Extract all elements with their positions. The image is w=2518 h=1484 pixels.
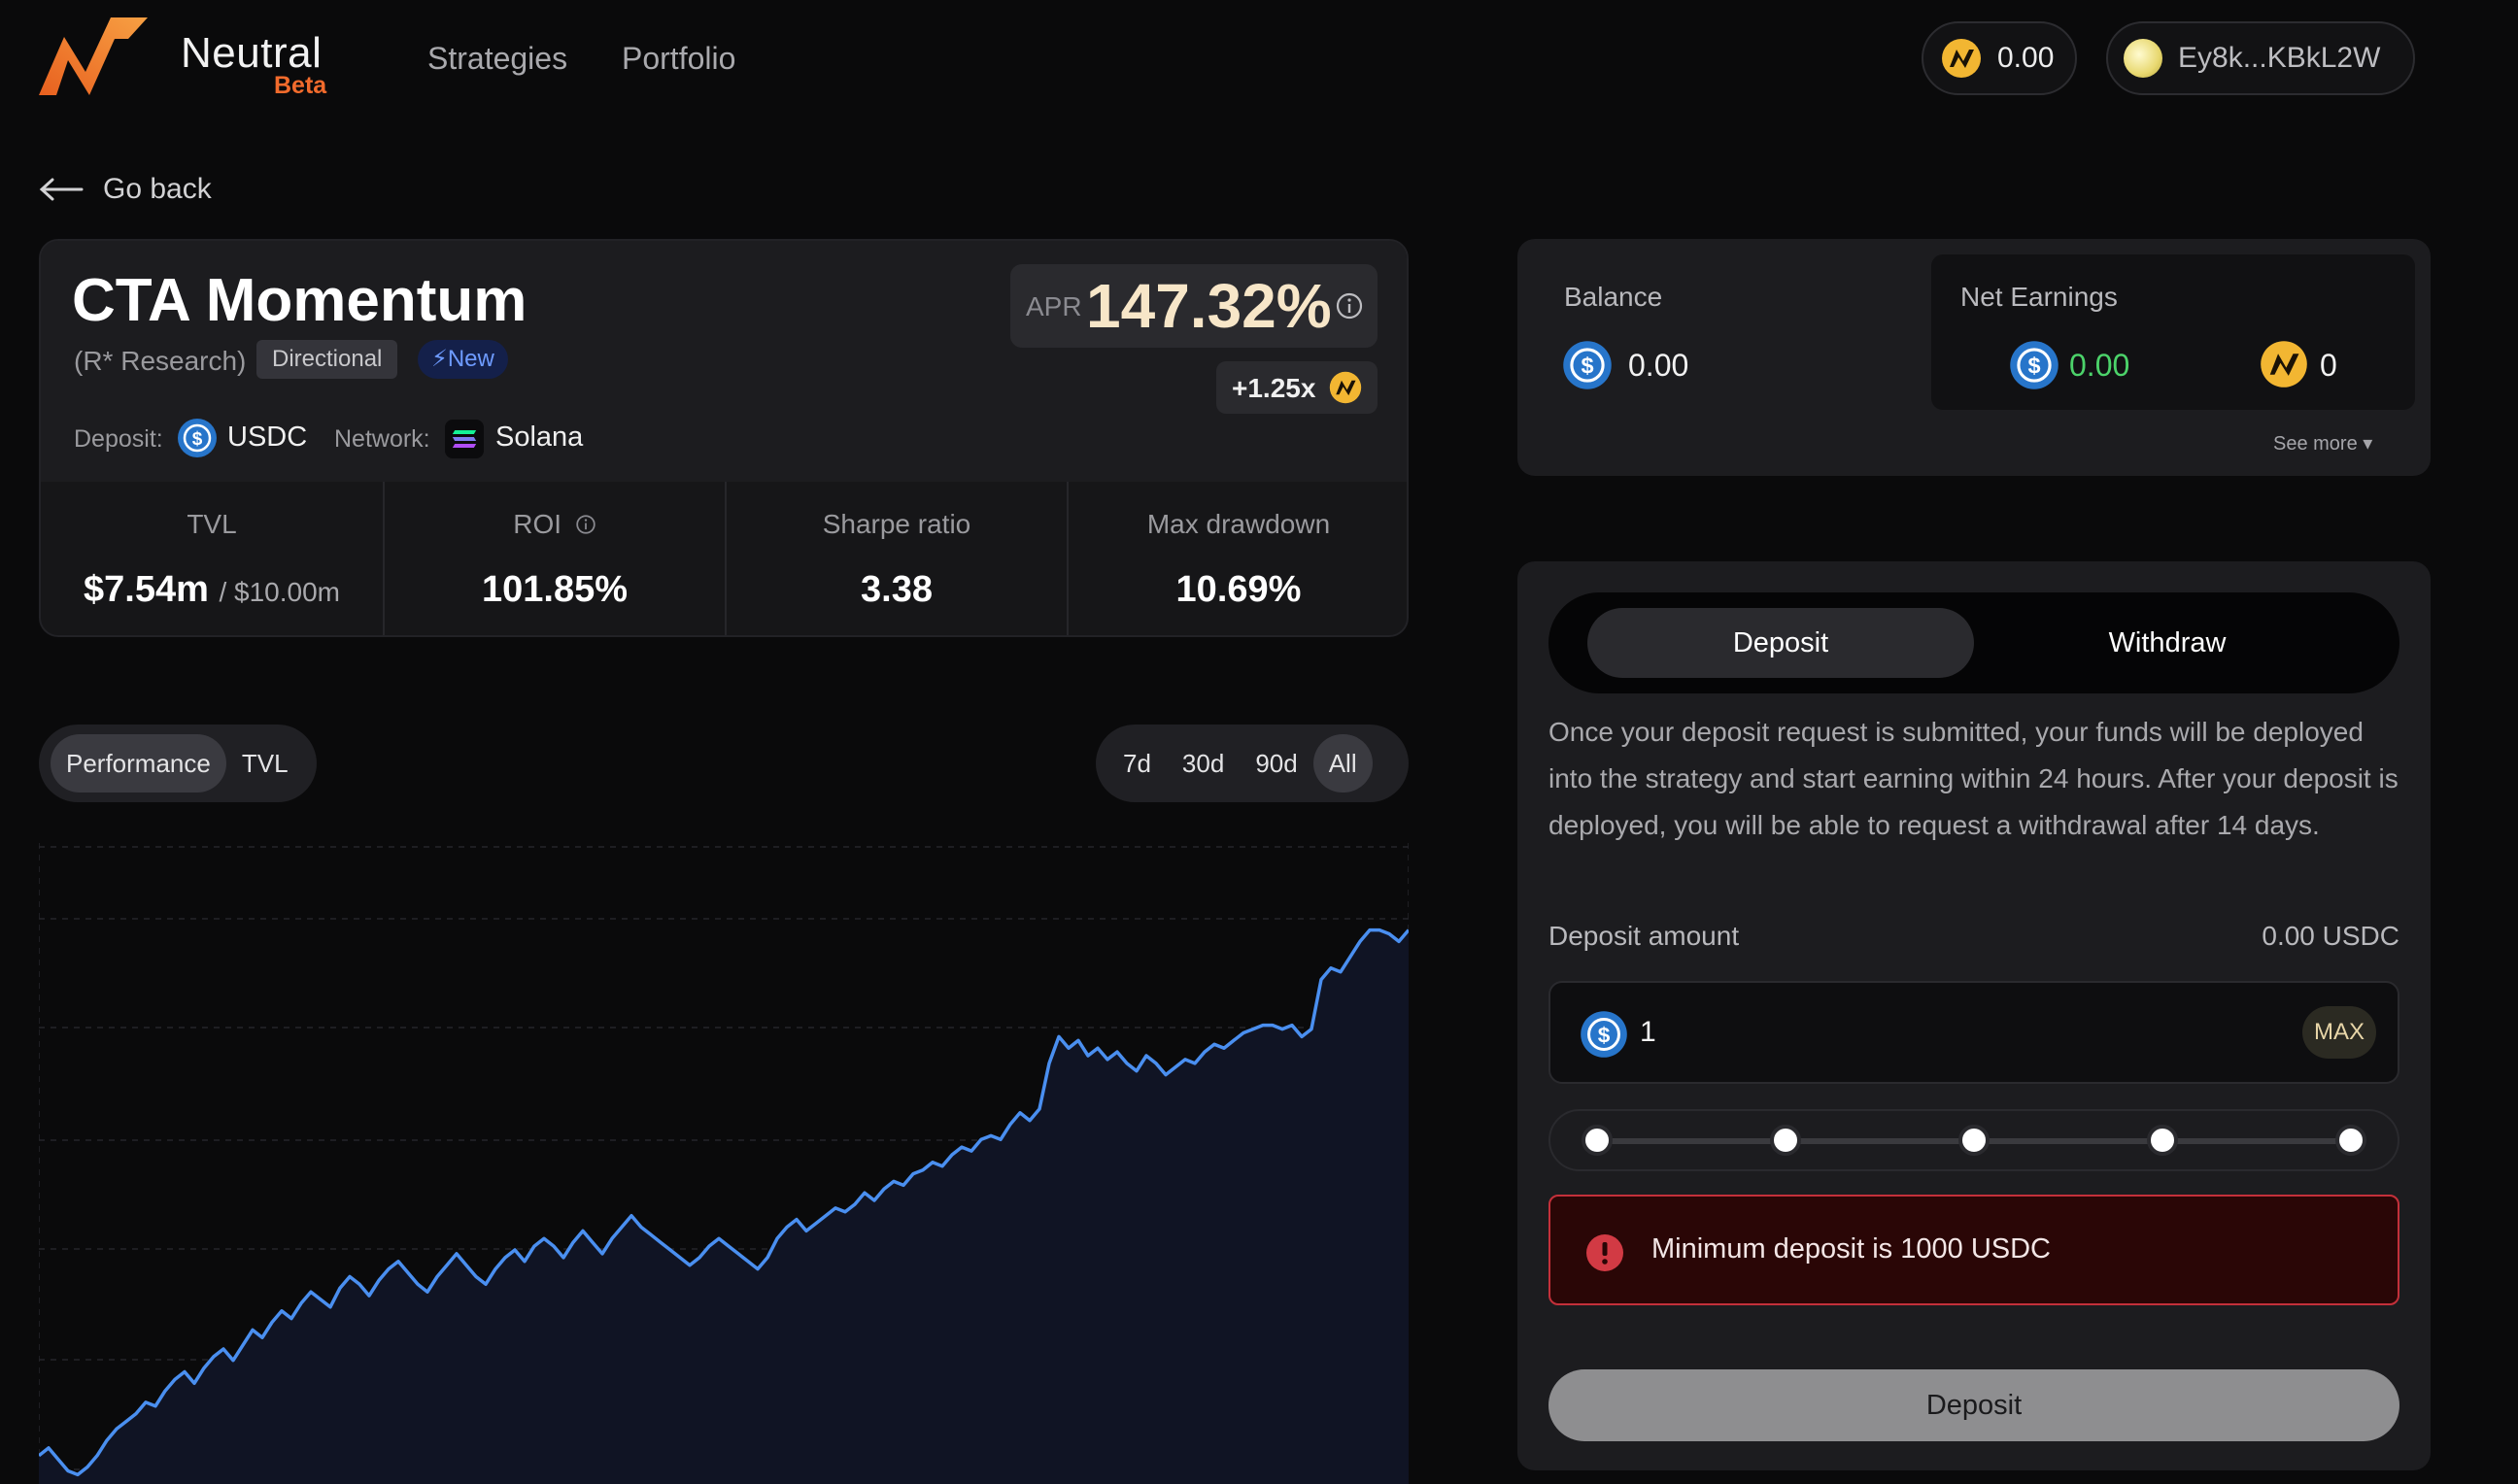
range-90d[interactable]: 90d [1255, 748, 1298, 778]
wallet-address: Ey8k...KBkL2W [2178, 42, 2381, 74]
tag-directional: Directional [256, 340, 398, 379]
tab-performance[interactable]: Performance [51, 734, 226, 793]
range-7d[interactable]: 7d [1123, 748, 1151, 778]
usdc-icon: $ [2010, 341, 2059, 389]
svg-text:$: $ [2027, 354, 2040, 379]
performance-area [39, 929, 1409, 1484]
alert-icon [1586, 1234, 1623, 1271]
nav-portfolio[interactable]: Portfolio [622, 41, 736, 76]
stat-roi-value: 101.85% [481, 569, 628, 610]
strategy-card: CTA Momentum (R* Research) Directional ⚡… [39, 239, 1409, 637]
deposit-submit-button[interactable]: Deposit [1548, 1369, 2399, 1441]
stat-divider [383, 482, 385, 635]
range-30d[interactable]: 30d [1181, 748, 1225, 778]
slider-step-0[interactable] [1582, 1125, 1613, 1156]
wallet-button[interactable]: Ey8k...KBkL2W [2106, 21, 2415, 95]
solana-icon [445, 420, 484, 458]
range-toggle: 7d 30d 90d All [1096, 725, 1409, 802]
stat-divider [725, 482, 727, 635]
slider-step-50[interactable] [1958, 1125, 1990, 1156]
range-all[interactable]: All [1312, 734, 1373, 793]
slider-step-25[interactable] [1770, 1125, 1801, 1156]
brand-name: Neutral [181, 29, 323, 77]
stat-roi-label-row: ROI [385, 509, 725, 540]
deposit-withdraw-tabs: Deposit Withdraw [1548, 592, 2399, 693]
svg-text:$: $ [1581, 354, 1593, 379]
stat-drawdown: Max drawdown 10.69% [1069, 482, 1407, 635]
network-label: Network: [334, 425, 430, 453]
wallet-avatar [2124, 39, 2162, 78]
usdc-icon: $ [178, 419, 217, 457]
stat-tvl-label: TVL [187, 509, 237, 539]
available-balance: 0.00 USDC [2262, 921, 2399, 951]
usdc-icon: $ [1563, 341, 1612, 389]
tab-withdraw[interactable]: Withdraw [2108, 626, 2227, 658]
tag-new: ⚡New [418, 340, 508, 379]
arrow-left-icon [39, 178, 84, 201]
neutral-points-icon [2261, 341, 2307, 388]
neutral-points-icon [1329, 371, 1362, 404]
svg-text:$: $ [192, 429, 203, 450]
net-earnings-points: 0 [2320, 348, 2337, 383]
deposit-asset: USDC [227, 422, 308, 453]
neutral-logo-icon[interactable] [39, 17, 148, 99]
go-back-link[interactable]: Go back [39, 173, 212, 206]
points-balance: 0.00 [1997, 42, 2055, 74]
deposit-amount-label: Deposit amount [1548, 921, 1740, 951]
stat-divider [1067, 482, 1069, 635]
svg-text:$: $ [1598, 1023, 1611, 1047]
max-button[interactable]: MAX [2302, 1006, 2376, 1059]
error-message: Minimum deposit is 1000 USDC [1651, 1233, 2051, 1265]
stat-tvl: TVL $7.54m / $10.00m [41, 482, 383, 635]
stat-tvl-value-row: $7.54m / $10.00m [41, 569, 383, 611]
strategy-title: CTA Momentum [72, 267, 527, 334]
nav-strategies[interactable]: Strategies [427, 41, 568, 76]
see-more-link[interactable]: See more ▾ [2273, 433, 2373, 455]
stat-drawdown-value: 10.69% [1175, 569, 1302, 610]
stat-tvl-value: $7.54m [84, 569, 209, 610]
stat-roi-label: ROI [513, 509, 561, 539]
points-boost-badge: +1.25x [1216, 361, 1378, 414]
slider-step-100[interactable] [2335, 1125, 2366, 1156]
info-icon[interactable] [1335, 291, 1364, 320]
deposit-label: Deposit: [74, 425, 163, 453]
apr-box: APR 147.32% [1010, 264, 1378, 348]
net-earnings-usdc: 0.00 [2069, 348, 2130, 383]
apr-value: 147.32% [1086, 271, 1332, 341]
points-balance-pill[interactable]: 0.00 [1922, 21, 2077, 95]
performance-chart[interactable] [39, 843, 1409, 1484]
min-deposit-error: Minimum deposit is 1000 USDC [1548, 1195, 2399, 1305]
go-back-label: Go back [103, 173, 212, 205]
net-earnings-label: Net Earnings [1960, 282, 2118, 312]
info-icon[interactable] [575, 514, 596, 535]
neutral-points-icon [1942, 39, 1981, 78]
stat-roi: ROI 101.85% [385, 482, 725, 635]
metric-toggle: Performance TVL [39, 725, 317, 802]
amount-slider[interactable] [1548, 1109, 2399, 1171]
net-earnings-box: Net Earnings $ 0.00 0 [1931, 254, 2415, 410]
stat-sharpe-label: Sharpe ratio [822, 509, 971, 539]
usdc-icon: $ [1581, 1011, 1627, 1058]
stat-sharpe-value: 3.38 [861, 569, 933, 610]
slider-step-75[interactable] [2147, 1125, 2178, 1156]
balance-value: 0.00 [1628, 348, 1689, 383]
performance-line [39, 928, 1409, 1477]
stat-tvl-cap: / $10.00m [219, 577, 340, 607]
apr-label: APR [1026, 291, 1082, 321]
deposit-amount-input[interactable] [1638, 1008, 2221, 1057]
points-boost: +1.25x [1232, 373, 1316, 403]
deposit-description: Once your deposit request is submitted, … [1548, 717, 2399, 840]
stat-drawdown-label: Max drawdown [1146, 509, 1331, 539]
deposit-amount-field[interactable]: $ MAX [1548, 981, 2399, 1084]
balance-label: Balance [1564, 282, 1663, 312]
stat-sharpe: Sharpe ratio 3.38 [727, 482, 1067, 635]
deposit-panel: Deposit Withdraw Once your deposit reque… [1517, 561, 2431, 1470]
tab-deposit[interactable]: Deposit [1587, 608, 1974, 678]
balance-panel: Balance $ 0.00 Net Earnings $ 0.00 0 See… [1517, 239, 2431, 476]
network-name: Solana [495, 422, 584, 453]
strategy-provider: (R* Research) [74, 346, 247, 376]
tab-tvl[interactable]: TVL [241, 748, 289, 778]
beta-badge: Beta [274, 72, 327, 99]
